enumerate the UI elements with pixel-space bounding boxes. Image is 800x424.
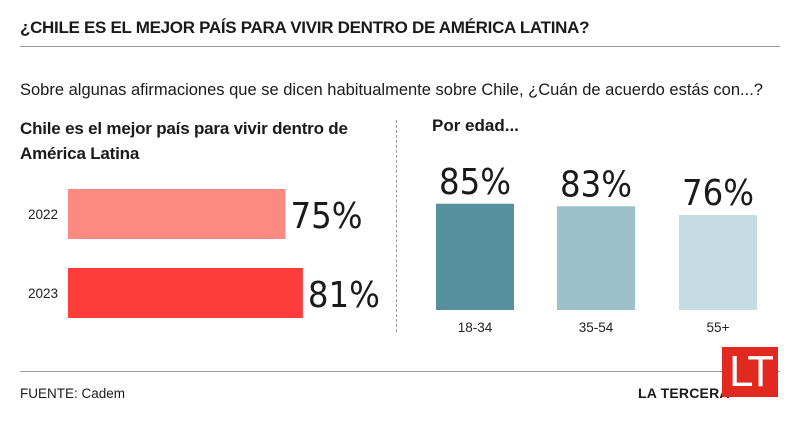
- age-value-label: 85%: [439, 162, 511, 203]
- age-axis-label: 35-54: [579, 320, 614, 335]
- year-axis-label: 2022: [28, 207, 58, 222]
- age-axis-label: 18-34: [458, 320, 493, 335]
- age-bar: [557, 206, 635, 310]
- age-bar: [436, 203, 514, 310]
- source-note: FUENTE: Cadem: [20, 386, 126, 401]
- year-value-label: 81%: [308, 275, 380, 316]
- year-axis-label: 2023: [28, 286, 58, 301]
- brand-name: LA TERCERA: [638, 385, 730, 401]
- year-bar: [68, 189, 286, 239]
- main-title: ¿CHILE ES EL MEJOR PAÍS PARA VIVIR DENTR…: [20, 18, 590, 37]
- subtitle: Sobre algunas afirmaciones que se dicen …: [20, 81, 763, 99]
- top-rule: [20, 46, 780, 47]
- age-axis-label: 55+: [707, 320, 730, 335]
- age-bar: [679, 215, 757, 310]
- age-value-label: 76%: [682, 173, 754, 214]
- age-value-label: 83%: [560, 164, 632, 205]
- bottom-rule: [20, 371, 780, 372]
- year-bar: [68, 268, 303, 318]
- year-value-label: 75%: [291, 196, 363, 237]
- brand-logo: LT: [722, 347, 778, 397]
- chart-title-age: Por edad...: [432, 116, 519, 135]
- chart-title-year: Chile es el mejor país para vivir dentro…: [20, 119, 348, 163]
- chart-divider: [396, 120, 397, 332]
